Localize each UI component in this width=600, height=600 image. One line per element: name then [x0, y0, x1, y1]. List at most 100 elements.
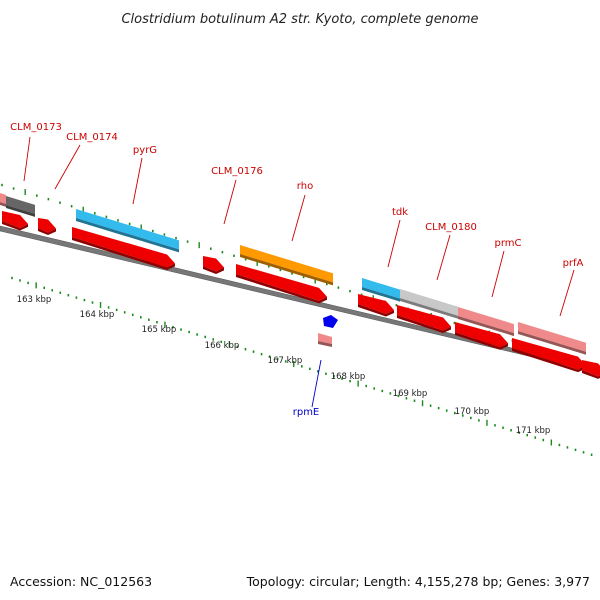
lower-minor-tick — [252, 350, 255, 353]
lower-minor-tick — [43, 286, 45, 290]
leader-line — [436, 234, 451, 281]
lower-minor-tick — [212, 338, 215, 341]
upper-minor-tick — [221, 251, 224, 254]
tick-label: 165 kbp — [142, 325, 177, 335]
lower-minor-tick — [83, 298, 86, 302]
leader-line — [559, 269, 575, 317]
lower-minor-tick — [91, 301, 94, 304]
upper-minor-tick — [117, 219, 119, 222]
lower-minor-tick — [405, 397, 408, 400]
map-area: 163 kbp 164 kbp 165 kbp 166 kbp 167 kbp 168 k… — [0, 122, 600, 456]
leader-line — [291, 194, 306, 242]
gene-label-group: CLM_0180 — [425, 222, 477, 281]
gene-label-group: prfA — [559, 258, 584, 317]
lower-minor-tick — [220, 340, 223, 344]
leader-line — [311, 359, 322, 408]
lower-minor-tick — [502, 426, 504, 429]
tick-label: 171 kbp — [516, 426, 551, 436]
lower-minor-tick — [397, 394, 400, 398]
gene-label-group: rho — [291, 181, 313, 242]
lower-minor-tick — [470, 416, 472, 420]
lower-minor-tick — [453, 411, 456, 415]
gene-box-edge — [0, 193, 6, 207]
lower-minor-tick — [413, 399, 416, 402]
lower-minor-tick — [309, 367, 311, 371]
gene-label: prfA — [563, 258, 584, 269]
gene-label: rho — [297, 181, 313, 192]
gene-rpme — [318, 315, 338, 347]
upper-minor-tick — [360, 293, 363, 296]
leader-line — [23, 136, 31, 182]
upper-minor-tick — [94, 212, 96, 215]
gene-label-group: tdk — [387, 207, 408, 268]
lower-minor-tick — [373, 387, 376, 390]
cds-arrow-clm0180 — [397, 305, 451, 334]
upper-minor-tick — [59, 201, 61, 204]
gene-label-group: CLM_0176 — [211, 166, 263, 225]
tick-row-upper — [1, 183, 595, 367]
lower-minor-tick — [148, 318, 150, 321]
lower-minor-tick — [268, 355, 271, 358]
cds-arrow-clm0173 — [2, 211, 28, 231]
lower-minor-tick — [341, 377, 343, 380]
upper-minor-tick — [105, 215, 108, 219]
lower-minor-tick — [534, 436, 537, 439]
gene-label-group: rpmE — [293, 359, 322, 418]
lower-minor-tick — [276, 357, 279, 361]
gene-box-prfa — [518, 322, 586, 355]
lower-minor-tick — [27, 281, 29, 285]
gene-label-group: pyrG — [132, 145, 157, 205]
gene-box-rpme — [318, 333, 332, 344]
upper-minor-tick — [453, 321, 456, 325]
upper-minor-tick — [152, 229, 154, 233]
lower-minor-tick — [284, 360, 287, 363]
tick-row-lower: 163 kbp 164 kbp 165 kbp 166 kbp 167 kbp 168 k… — [11, 276, 593, 456]
upper-minor-tick — [1, 183, 3, 187]
gene-label-group: CLM_0174 — [54, 132, 118, 190]
upper-minor-tick — [326, 282, 328, 286]
lower-minor-tick — [196, 333, 198, 336]
lower-minor-tick — [236, 345, 239, 348]
gene-box-prmc — [458, 307, 514, 337]
gene-label: pyrG — [133, 145, 157, 156]
lower-minor-tick — [518, 431, 520, 434]
gene-box-clm0180 — [400, 289, 458, 319]
lower-minor-tick — [75, 296, 78, 299]
upper-minor-tick — [244, 258, 247, 261]
upper-minor-tick — [210, 247, 212, 250]
lower-minor-tick — [59, 291, 62, 294]
lower-minor-tick — [462, 414, 464, 417]
tick-label: 166 kbp — [205, 341, 240, 351]
tick-label: 167 kbp — [268, 356, 303, 366]
lower-minor-tick — [510, 429, 512, 432]
gene-label: rpmE — [293, 407, 320, 418]
upper-minor-tick — [302, 275, 305, 279]
cds-arrow-clm0176 — [203, 256, 224, 274]
upper-minor-tick — [291, 272, 293, 275]
lower-minor-tick — [67, 293, 70, 297]
upper-minor-tick — [337, 286, 340, 289]
gene-box-tdk — [362, 278, 400, 302]
cds-arrow-rpme — [323, 315, 338, 328]
lower-minor-tick — [325, 372, 327, 375]
upper-minor-tick — [186, 240, 189, 243]
map-title: Clostridium botulinum A2 str. Kyoto, com… — [121, 12, 478, 27]
cds-arrow-rho — [236, 264, 327, 304]
upper-minor-tick — [175, 236, 177, 240]
tick-label: 164 kbp — [80, 310, 115, 320]
cds-arrow-prmc — [455, 322, 508, 350]
lower-minor-tick — [478, 419, 480, 422]
lower-minor-tick — [172, 325, 174, 329]
lower-minor-tick — [204, 335, 206, 339]
lower-minor-tick — [590, 453, 593, 456]
upper-minor-tick — [349, 289, 351, 293]
leader-line — [54, 144, 81, 190]
lower-minor-tick — [574, 448, 577, 452]
lower-minor-tick — [333, 375, 335, 378]
cds-arrow-prfa — [512, 338, 586, 373]
lower-minor-tick — [317, 370, 319, 373]
lower-minor-tick — [558, 443, 561, 447]
lower-minor-tick — [445, 409, 448, 412]
